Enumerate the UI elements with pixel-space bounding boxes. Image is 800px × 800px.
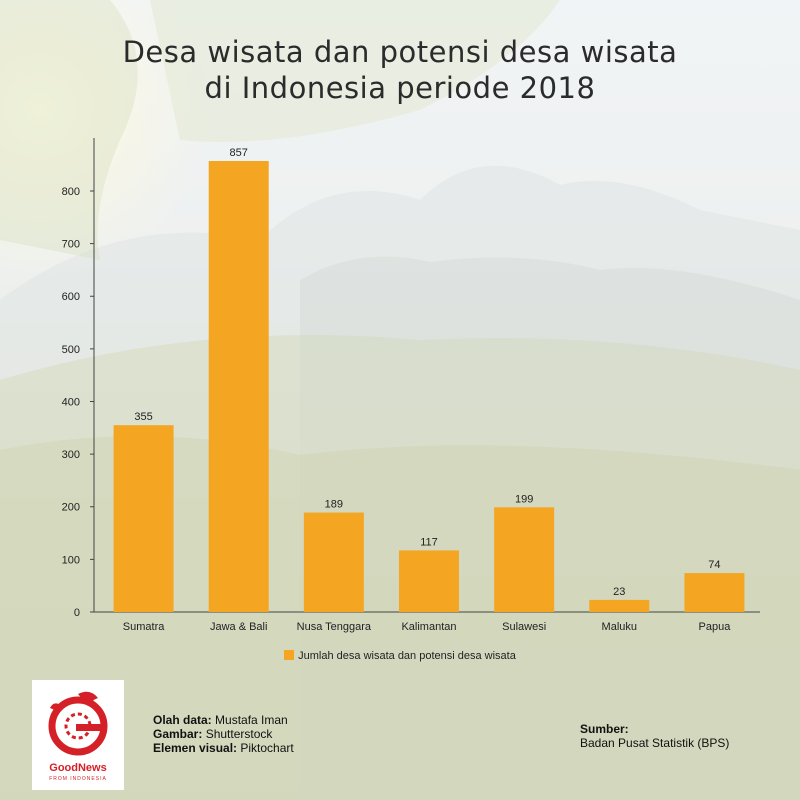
chart-title-line-1: Desa wisata dan potensi desa wisata xyxy=(122,35,678,69)
bar-value-label: 355 xyxy=(134,411,152,423)
source-label: Sumber: xyxy=(580,722,629,736)
bar-value-label: 199 xyxy=(515,493,533,505)
goodnews-logo: GoodNews FROM INDONESIA xyxy=(32,680,124,790)
y-tick-label: 400 xyxy=(62,396,80,408)
chart-title-line-2: di Indonesia periode 2018 xyxy=(204,71,596,105)
y-tick-label: 300 xyxy=(62,449,80,461)
bar-value-label: 117 xyxy=(420,536,438,548)
x-tick-label: Maluku xyxy=(602,621,637,633)
y-tick-label: 500 xyxy=(62,344,80,356)
credit-image: Gambar: Shutterstock xyxy=(153,727,273,741)
legend-swatch xyxy=(284,650,295,660)
bar xyxy=(589,599,650,612)
bar-value-label: 189 xyxy=(325,499,343,511)
y-tick-label: 200 xyxy=(62,502,80,514)
source-value: Badan Pusat Statistik (BPS) xyxy=(580,736,730,750)
credit-data: Olah data: Mustafa Iman xyxy=(153,713,288,727)
bar xyxy=(303,512,364,612)
credit-visual: Elemen visual: Piktochart xyxy=(153,741,294,755)
bar xyxy=(684,573,745,612)
legend-label: Jumlah desa wisata dan potensi desa wisa… xyxy=(298,650,516,662)
bar xyxy=(399,550,459,612)
x-tick-label: Nusa Tenggara xyxy=(297,621,372,633)
y-tick-label: 800 xyxy=(62,186,80,198)
bar xyxy=(494,507,555,612)
x-tick-label: Sumatra xyxy=(123,621,165,633)
chart-title: Desa wisata dan potensi desa wisata di I… xyxy=(0,34,800,106)
chart-legend: Jumlah desa wisata dan potensi desa wisa… xyxy=(0,650,800,662)
logo-name: GoodNews xyxy=(49,762,107,774)
source: Sumber: Badan Pusat Statistik (BPS) xyxy=(580,722,729,750)
logo-subtitle: FROM INDONESIA xyxy=(49,776,107,782)
y-tick-label: 100 xyxy=(62,554,80,566)
x-tick-label: Jawa & Bali xyxy=(210,621,267,633)
bar-value-label: 74 xyxy=(708,559,720,571)
x-tick-label: Kalimantan xyxy=(401,621,456,633)
credits: Olah data: Mustafa Iman Gambar: Shutters… xyxy=(153,713,294,755)
bar-value-label: 23 xyxy=(613,586,625,598)
bar-value-label: 857 xyxy=(230,147,248,159)
garuda-icon xyxy=(48,691,108,756)
y-tick-label: 600 xyxy=(62,291,80,303)
x-tick-label: Papua xyxy=(699,621,732,633)
bar xyxy=(208,161,269,612)
y-tick-label: 0 xyxy=(74,607,80,619)
bar xyxy=(113,425,174,612)
y-tick-label: 700 xyxy=(62,239,80,251)
x-tick-label: Sulawesi xyxy=(502,621,546,633)
